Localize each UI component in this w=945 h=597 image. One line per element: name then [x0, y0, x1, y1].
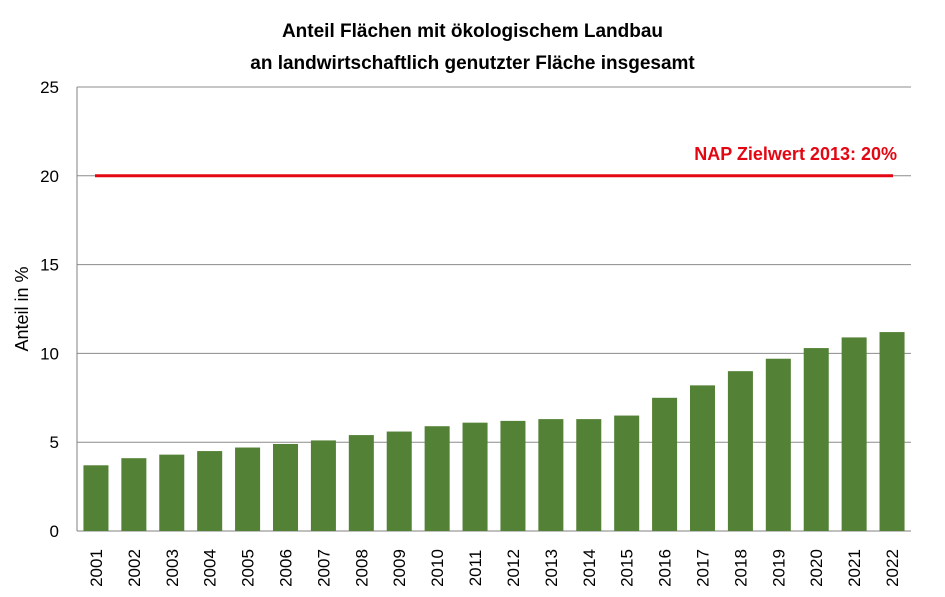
y-tick-label: 0 — [50, 522, 59, 541]
x-tick-label: 2014 — [580, 549, 599, 587]
bar-2016 — [652, 397, 678, 531]
x-tick-label: 2002 — [125, 549, 144, 587]
x-tick-label: 2001 — [87, 549, 106, 587]
x-tick-label: 2007 — [314, 549, 333, 587]
bar-2010 — [424, 426, 450, 531]
bar-2002 — [121, 458, 147, 531]
bar-2001 — [83, 465, 109, 531]
bar-2015 — [614, 415, 640, 531]
bar-2017 — [689, 385, 716, 531]
x-tick-label: 2018 — [731, 549, 750, 587]
x-tick-label: 2008 — [352, 549, 371, 587]
chart-subtitle: an landwirtschaftlich genutzter Fläche i… — [250, 53, 695, 74]
bar-2005 — [235, 447, 261, 531]
x-tick-label: 2016 — [656, 549, 675, 587]
x-tick-label: 2017 — [694, 549, 713, 587]
x-tick-label: 2020 — [807, 549, 826, 587]
bar-2007 — [310, 440, 336, 531]
y-tick-label: 5 — [50, 433, 59, 452]
bar-2008 — [348, 435, 374, 531]
x-tick-label: 2004 — [201, 549, 220, 587]
bar-2003 — [159, 454, 185, 531]
bar-2022 — [879, 332, 905, 531]
x-tick-label: 2009 — [390, 549, 409, 587]
bar-2011 — [462, 422, 488, 531]
x-tick-label: 2012 — [504, 549, 523, 587]
bar-2004 — [197, 451, 223, 531]
x-tick-label: 2019 — [769, 549, 788, 587]
y-tick-labels: 0 5 10 15 20 25 — [40, 78, 59, 541]
x-tick-label: 2015 — [618, 549, 637, 587]
bar-2018 — [727, 371, 753, 531]
reference-line-label: NAP Zielwert 2013: 20% — [694, 144, 897, 164]
x-tick-label: 2003 — [163, 549, 182, 587]
chart-title: Anteil Flächen mit ökologischem Landbau — [281, 21, 664, 42]
y-axis-label: Anteil in % — [12, 266, 32, 351]
y-tick-label: 10 — [40, 344, 59, 363]
x-tick-label: 2006 — [277, 549, 296, 587]
bar-2021 — [841, 337, 867, 531]
bar-2012 — [500, 420, 526, 531]
bar-2009 — [386, 431, 412, 531]
x-tick-label: 2022 — [883, 549, 902, 587]
x-tick-label: 2005 — [239, 549, 258, 587]
bar-2019 — [765, 358, 791, 531]
x-tick-label: 2013 — [542, 549, 561, 587]
x-tick-label: 2021 — [845, 549, 864, 587]
x-tick-labels: 2001 2002 2003 2004 2005 2006 2007 2008 2009 2010… — [87, 549, 902, 587]
bar-2013 — [538, 419, 564, 531]
y-tick-label: 25 — [40, 78, 59, 97]
bar-2006 — [272, 443, 299, 531]
y-tick-label: 20 — [40, 167, 59, 186]
bars — [83, 332, 905, 531]
bar-2014 — [576, 419, 602, 531]
bar-2020 — [803, 348, 829, 531]
y-tick-label: 15 — [40, 256, 59, 275]
x-tick-label: 2010 — [428, 549, 447, 587]
x-tick-label: 2011 — [466, 550, 485, 587]
